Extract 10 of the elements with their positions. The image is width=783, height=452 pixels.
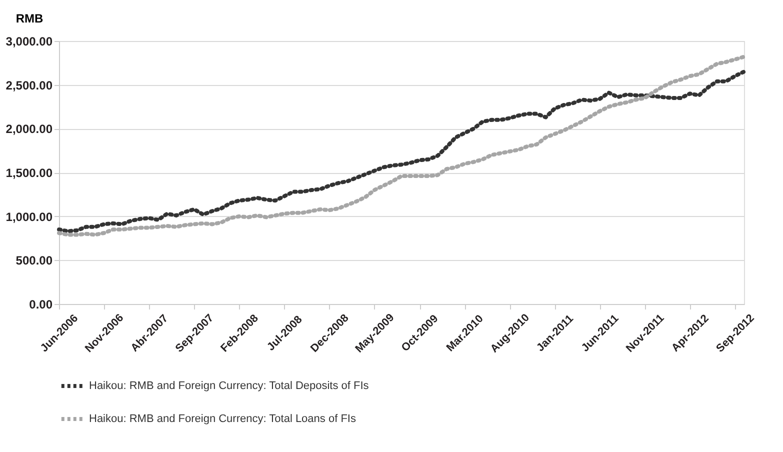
y-tick-label: 500.00 (16, 254, 53, 268)
y-tick-label: 2,000.00 (6, 122, 53, 136)
y-tick-label: 1,500.00 (6, 166, 53, 180)
y-tick-label: 1,000.00 (6, 210, 53, 224)
y-tick-label: 2,500.00 (6, 78, 53, 92)
legend-label: Haikou: RMB and Foreign Currency: Total Deposits of FIs (89, 380, 370, 392)
y-tick-label: 3,000.00 (6, 34, 53, 48)
y-axis-title: RMB (16, 12, 44, 26)
y-tick-label: 0.00 (29, 298, 53, 312)
legend-label: Haikou: RMB and Foreign Currency: Total Loans of FIs (89, 413, 356, 425)
